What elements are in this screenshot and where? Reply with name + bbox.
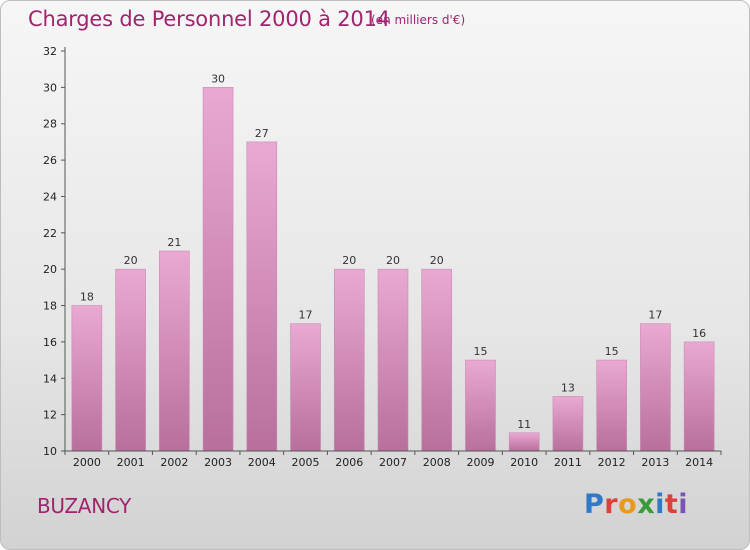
town-name: BUZANCY	[37, 494, 132, 518]
bar-2000	[71, 305, 103, 452]
bar-2011	[552, 396, 584, 452]
logo-letter: t	[664, 489, 679, 520]
x-tick-label-2011: 2011	[554, 456, 582, 469]
x-tick-label-2009: 2009	[466, 456, 494, 469]
y-tick-label-22: 22	[43, 227, 57, 240]
data-label-2013: 17	[648, 309, 662, 322]
logo-letter: o	[618, 489, 638, 520]
data-label-2000: 18	[80, 291, 94, 304]
logo-letter: i	[655, 489, 665, 520]
bar-2014	[683, 341, 715, 452]
data-label-2010: 11	[517, 418, 531, 431]
y-tick-label-16: 16	[43, 336, 57, 349]
bar-2007	[377, 268, 409, 452]
y-tick-label-18: 18	[43, 300, 57, 313]
x-tick-label-2013: 2013	[641, 456, 669, 469]
y-tick-label-24: 24	[43, 190, 57, 203]
y-tick-label-28: 28	[43, 118, 57, 131]
data-label-2014: 16	[692, 327, 706, 340]
x-tick-label-2008: 2008	[423, 456, 451, 469]
x-tick-label-2010: 2010	[510, 456, 538, 469]
logo-letter: x	[637, 489, 656, 520]
x-tick-label-2005: 2005	[292, 456, 320, 469]
bar-2009	[465, 359, 496, 452]
y-tick-label-10: 10	[43, 445, 57, 458]
y-tick-label-14: 14	[43, 372, 57, 385]
bar-2008	[421, 268, 453, 452]
y-tick-label-26: 26	[43, 154, 57, 167]
x-tick-label-2007: 2007	[379, 456, 407, 469]
x-tick-label-2004: 2004	[248, 456, 276, 469]
chart-subtitle: (en milliers d'€)	[371, 13, 466, 27]
y-tick-label-30: 30	[43, 81, 57, 94]
bar-2002	[159, 250, 190, 452]
bar-2005	[290, 323, 321, 452]
x-tick-label-2002: 2002	[160, 456, 188, 469]
data-label-2007: 20	[386, 254, 400, 267]
logo-letter: r	[604, 489, 619, 520]
data-label-2006: 20	[342, 254, 356, 267]
x-tick-label-2006: 2006	[335, 456, 363, 469]
x-tick-label-2003: 2003	[204, 456, 232, 469]
x-tick-label-2000: 2000	[73, 456, 101, 469]
data-label-2003: 30	[211, 72, 225, 85]
x-tick-label-2014: 2014	[685, 456, 713, 469]
data-label-2002: 21	[167, 236, 181, 249]
data-label-2001: 20	[124, 254, 138, 267]
y-tick-label-32: 32	[43, 45, 57, 58]
x-tick-label-2001: 2001	[117, 456, 145, 469]
logo-letter: P	[584, 489, 605, 520]
logo-letter: i	[678, 489, 689, 520]
proxiti-logo[interactable]: Proxiti	[584, 489, 688, 520]
bar-2010	[508, 432, 540, 452]
bar-2012	[596, 359, 627, 452]
y-tick-label-20: 20	[43, 263, 57, 276]
y-tick-label-12: 12	[43, 409, 57, 422]
bar-2013	[640, 323, 671, 452]
bar-2001	[115, 268, 146, 452]
data-label-2011: 13	[561, 381, 575, 394]
data-label-2012: 15	[605, 345, 619, 358]
bar-2003	[202, 87, 234, 452]
data-label-2008: 20	[430, 254, 444, 267]
x-tick-label-2012: 2012	[598, 456, 626, 469]
bar-2006	[333, 268, 365, 452]
data-label-2005: 17	[299, 309, 313, 322]
data-label-2009: 15	[473, 345, 487, 358]
data-label-2004: 27	[255, 127, 269, 140]
chart-title: Charges de Personnel 2000 à 2014	[28, 7, 390, 31]
bar-2004	[246, 141, 278, 452]
